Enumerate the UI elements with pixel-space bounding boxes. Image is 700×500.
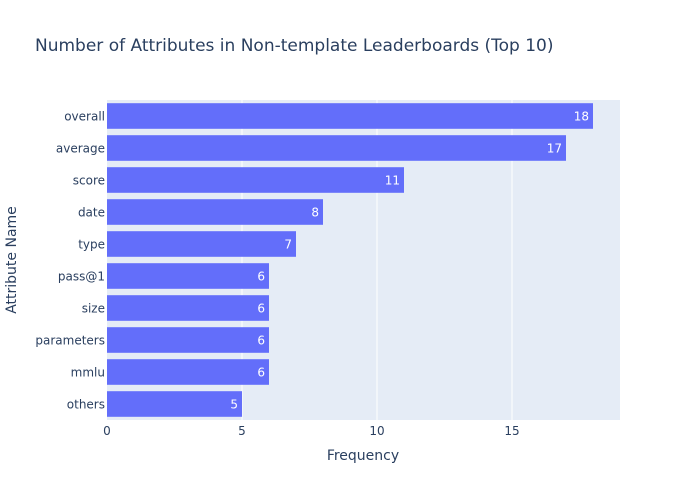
x-tick-label: 15 — [504, 424, 519, 438]
y-axis-title: Attribute Name — [4, 206, 20, 314]
y-tick-label: type — [78, 238, 105, 252]
bar-value-label: 5 — [230, 398, 238, 412]
bar — [107, 391, 242, 417]
bar-value-label: 11 — [385, 174, 400, 188]
bar — [107, 295, 269, 321]
bar — [107, 199, 323, 225]
x-tick-label: 10 — [369, 424, 384, 438]
bar-value-label: 6 — [257, 366, 265, 380]
bar-value-label: 8 — [311, 206, 319, 220]
bars — [107, 103, 593, 417]
y-tick-label: overall — [64, 110, 105, 124]
bar — [107, 103, 593, 129]
y-tick-label: average — [56, 142, 105, 156]
y-tick-label: score — [73, 174, 105, 188]
y-tick-label: others — [67, 398, 105, 412]
bar-value-label: 6 — [257, 334, 265, 348]
bar-value-label: 6 — [257, 270, 265, 284]
x-axis-ticks: 0 5 10 15 — [103, 424, 519, 438]
bar-value-label: 6 — [257, 302, 265, 316]
y-tick-label: size — [82, 302, 105, 316]
chart-title: Number of Attributes in Non-template Lea… — [35, 36, 554, 56]
bar — [107, 359, 269, 385]
y-tick-label: mmlu — [71, 366, 105, 380]
y-axis-ticks: overall average score date type pass@1 size par… — [35, 110, 105, 412]
y-tick-label: date — [78, 206, 105, 220]
y-tick-label: parameters — [35, 334, 105, 348]
bar — [107, 167, 404, 193]
x-axis-title: Frequency — [327, 448, 399, 464]
bar — [107, 263, 269, 289]
bar-labels: 18 17 11 8 7 6 6 6 6 5 — [230, 110, 589, 412]
y-tick-label: pass@1 — [58, 270, 105, 284]
bar — [107, 135, 566, 161]
x-tick-label: 5 — [238, 424, 246, 438]
x-tick-label: 0 — [103, 424, 111, 438]
bar — [107, 231, 296, 257]
bar-value-label: 17 — [547, 142, 562, 156]
bar — [107, 327, 269, 353]
bar-value-label: 7 — [284, 238, 292, 252]
bar-value-label: 18 — [574, 110, 589, 124]
